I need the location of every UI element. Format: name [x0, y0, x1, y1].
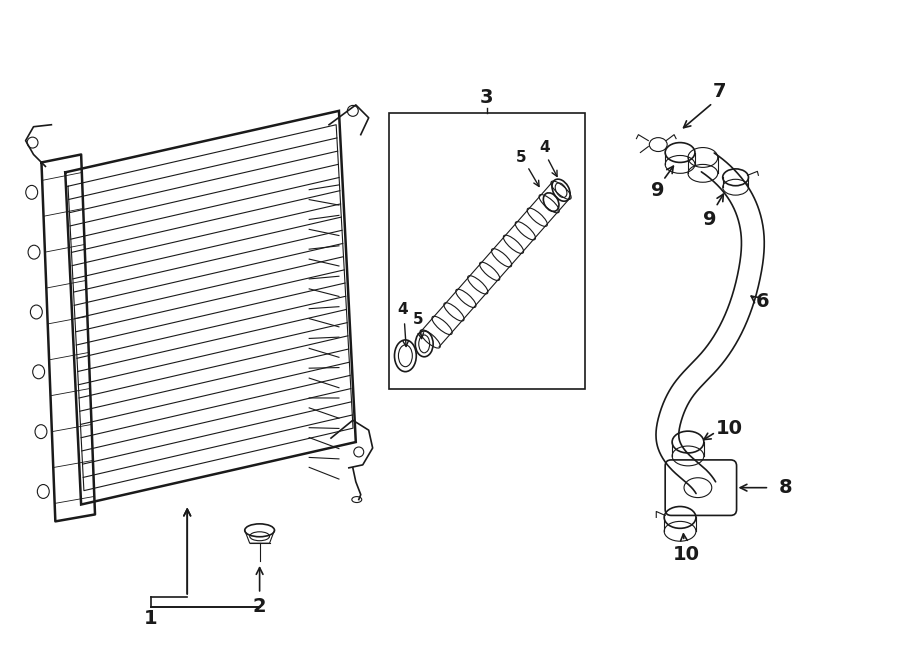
Text: 10: 10 [716, 418, 743, 438]
Text: 10: 10 [672, 545, 699, 564]
Text: 7: 7 [713, 81, 726, 100]
Text: 9: 9 [652, 180, 665, 200]
Text: 4: 4 [397, 301, 408, 317]
Text: 8: 8 [778, 478, 792, 497]
Bar [389, 113, 585, 389]
Text: 4: 4 [539, 140, 550, 155]
Text: 1: 1 [144, 609, 158, 628]
Text: 2: 2 [253, 597, 266, 616]
Text: 5: 5 [516, 150, 526, 165]
Text: 5: 5 [413, 311, 424, 327]
Text: 6: 6 [755, 292, 770, 311]
Text: 3: 3 [480, 89, 493, 108]
Text: 9: 9 [703, 210, 716, 229]
